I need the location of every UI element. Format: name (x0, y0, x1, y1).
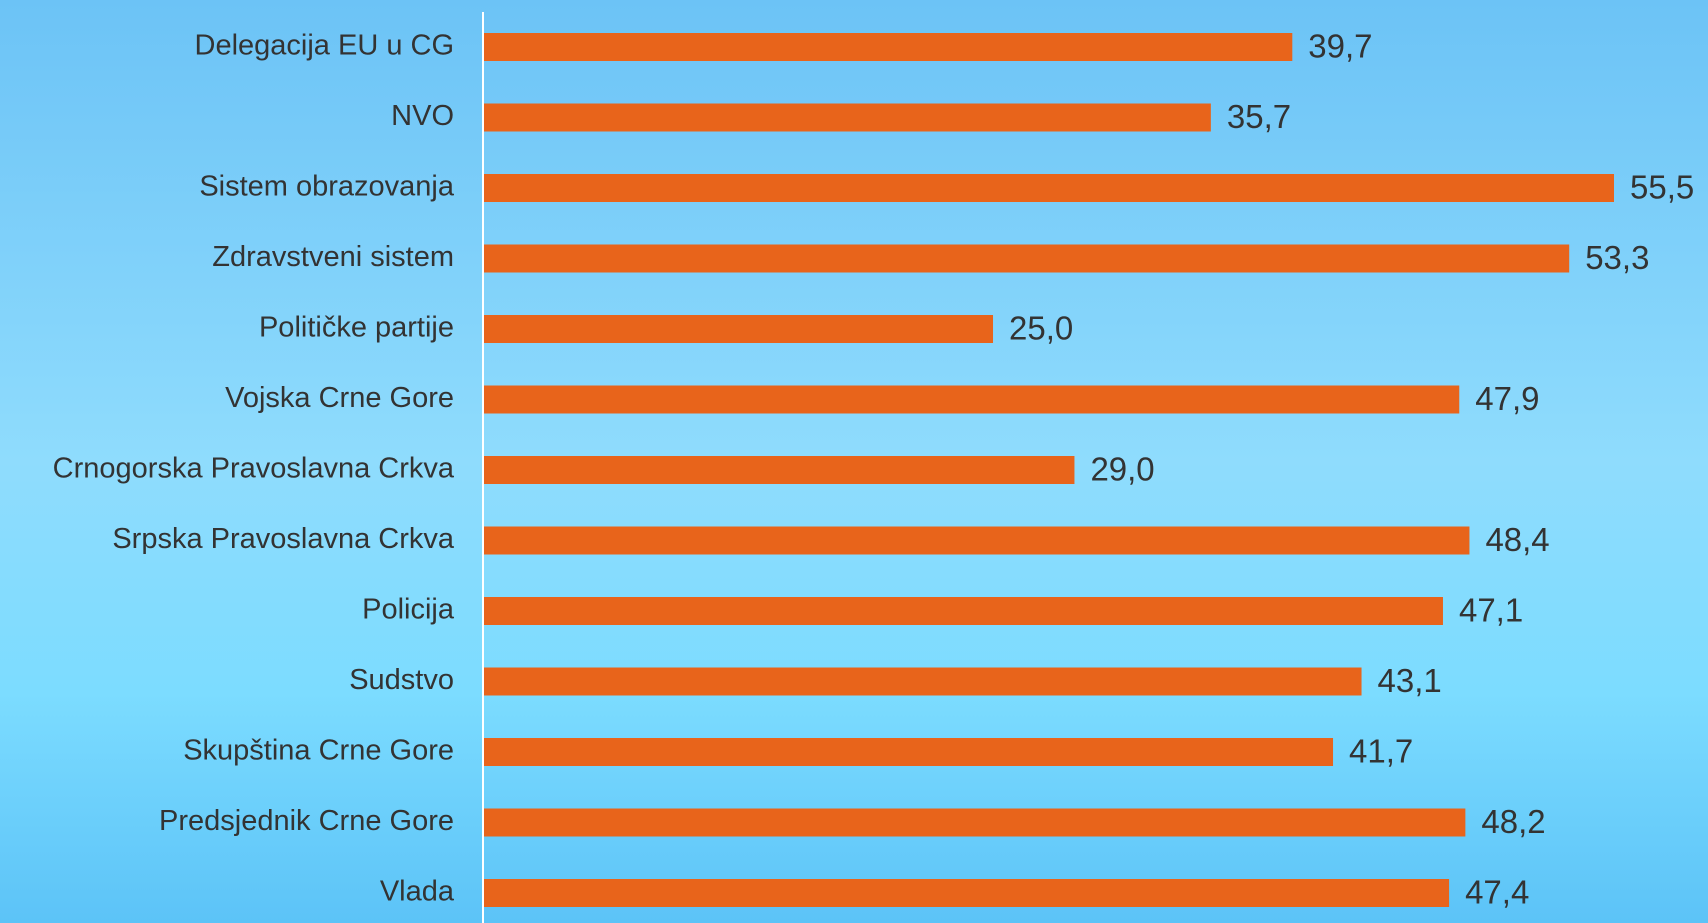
value-label: 53,3 (1585, 239, 1649, 276)
value-label: 55,5 (1630, 169, 1694, 206)
bar (484, 597, 1443, 625)
category-label: Zdravstveni sistem (212, 241, 454, 273)
value-label: 29,0 (1090, 451, 1154, 488)
category-label: Crnogorska Pravoslavna Crkva (53, 453, 455, 485)
bar (484, 244, 1570, 273)
category-label: Delegacija EU u CG (195, 30, 455, 62)
category-label: Policija (362, 594, 455, 626)
value-label: 47,4 (1465, 874, 1529, 911)
category-label: Predsjednik Crne Gore (159, 805, 454, 837)
value-label: 47,9 (1475, 380, 1539, 417)
value-label: 43,1 (1378, 662, 1442, 699)
category-label: Sudstvo (349, 664, 454, 696)
bar (484, 667, 1362, 696)
bar (484, 33, 1293, 61)
bar (484, 738, 1334, 766)
value-label: 48,4 (1485, 521, 1549, 558)
bar (484, 808, 1466, 837)
category-label: NVO (391, 100, 454, 132)
category-label: Vlada (380, 876, 455, 908)
bar (484, 879, 1450, 907)
value-label: 47,1 (1459, 592, 1523, 629)
value-label: 39,7 (1308, 28, 1372, 65)
value-label: 25,0 (1009, 310, 1073, 347)
bar (484, 174, 1614, 202)
category-label: Vojska Crne Gore (225, 382, 454, 414)
value-label: 35,7 (1227, 98, 1291, 135)
value-label: 48,2 (1481, 803, 1545, 840)
category-label: Sistem obrazovanja (199, 171, 455, 203)
bar (484, 103, 1211, 132)
bar (484, 315, 994, 343)
category-label: Političke partije (259, 312, 454, 344)
category-label: Srpska Pravoslavna Crkva (112, 523, 455, 555)
bar (484, 385, 1460, 414)
bar (484, 526, 1470, 555)
bar (484, 456, 1075, 484)
value-label: 41,7 (1349, 733, 1413, 770)
category-label: Skupština Crne Gore (183, 735, 454, 767)
